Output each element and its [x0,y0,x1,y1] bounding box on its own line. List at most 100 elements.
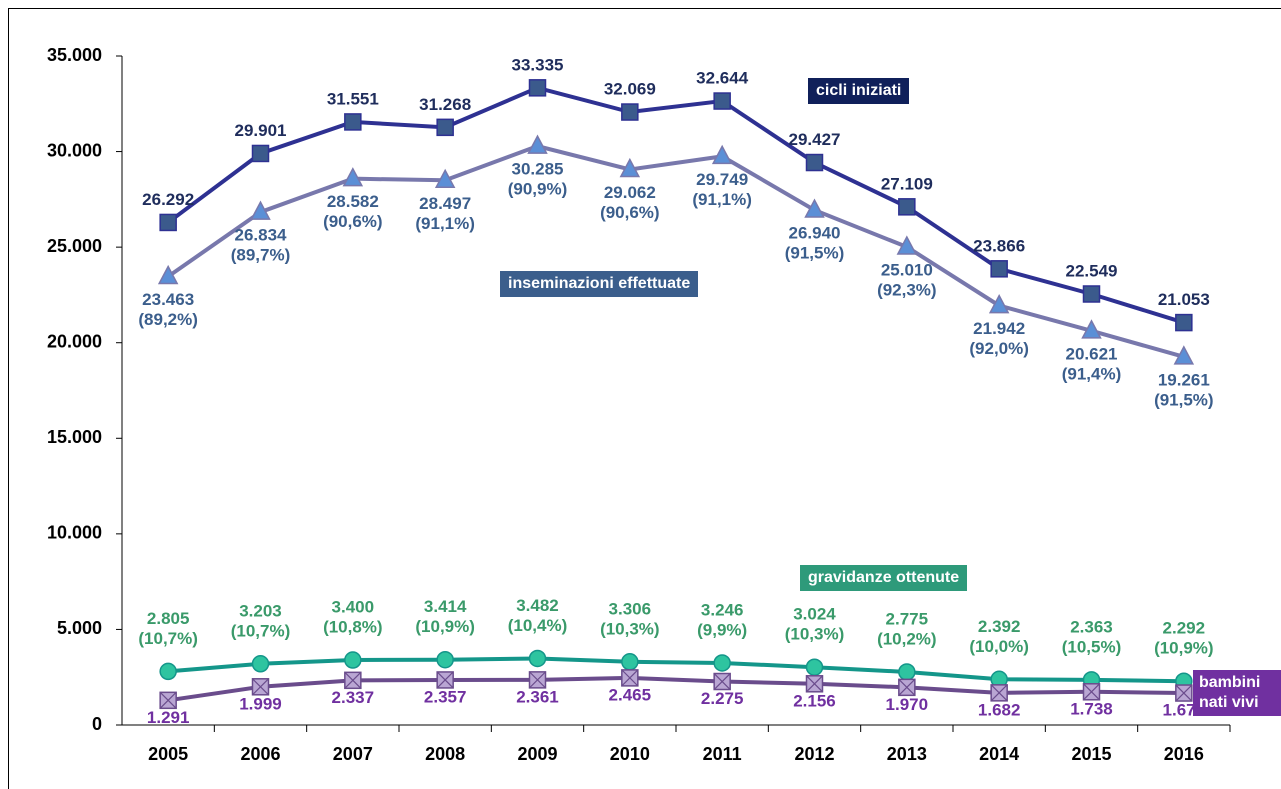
percent-label: (89,2%) [138,310,198,329]
percent-label: (10,7%) [138,629,198,648]
percent-label: (10,4%) [508,616,568,635]
percent-label: (10,8%) [323,617,383,636]
marker [528,649,547,668]
data-label: 2.392 [978,617,1021,636]
data-label: 26.292 [142,190,194,209]
percent-label: (90,9%) [508,180,568,199]
x-tick-label: 2008 [425,744,465,764]
percent-label: (10,9%) [415,617,475,636]
marker [250,200,271,220]
y-tick-label: 30.000 [47,140,102,160]
marker [251,144,270,163]
data-label: 29.062 [604,183,656,202]
data-label: 27.109 [881,174,933,193]
data-label: 33.335 [512,55,564,74]
marker-cross [806,675,823,693]
percent-label: (10,7%) [231,621,291,640]
data-label: 21.942 [973,319,1025,338]
marker [344,651,362,669]
data-label: 1.291 [147,708,190,727]
marker [621,103,639,121]
marker [342,167,364,187]
marker [621,653,639,671]
series-line [167,144,1185,359]
data-label: 23.463 [142,290,194,309]
series-name-box: cicli iniziati [808,78,910,104]
marker [804,198,825,218]
marker [805,153,824,172]
marker-cross [1175,684,1193,702]
x-tick-label: 2009 [517,744,557,764]
data-label: 21.053 [1158,290,1210,309]
data-label: 26.834 [235,226,288,245]
data-label: 2.361 [516,687,559,706]
marker [528,79,547,97]
marker [157,264,179,285]
data-label: 1.970 [886,695,929,714]
marker-cross [713,673,731,690]
data-label: 1.738 [1070,699,1113,718]
marker-cross [252,678,269,696]
marker [898,663,916,681]
data-label: 1.682 [978,700,1021,719]
data-label: 2.775 [886,609,929,628]
data-label: 3.482 [516,596,559,615]
series-line [167,675,1184,703]
marker [990,260,1008,278]
data-label: 20.621 [1066,344,1118,363]
data-label: 32.644 [696,69,749,88]
marker [713,654,731,672]
series-name-box: bambini nati vivi [1193,670,1281,716]
data-label: 31.551 [327,89,379,108]
percent-label: (92,3%) [877,280,937,299]
marker-cross [436,671,454,689]
data-label: 2.357 [424,687,467,706]
marker-cross [621,669,639,687]
marker [251,655,270,673]
marker [436,650,454,669]
series-line [168,656,1184,684]
data-label: 25.010 [881,260,933,279]
x-tick-label: 2005 [148,744,188,764]
percent-label: (10,0%) [969,637,1029,656]
marker [896,235,918,255]
percent-label: (91,4%) [1062,364,1122,383]
marker [436,118,454,137]
x-tick-label: 2016 [1164,744,1204,764]
data-label: 3.203 [239,601,282,620]
percent-label: (90,6%) [600,203,660,222]
y-tick-label: 20.000 [47,331,102,351]
percent-label: (90,6%) [323,212,383,231]
percent-label: (10,5%) [1062,637,1122,656]
data-label: 31.268 [419,95,471,114]
data-label: 19.261 [1158,370,1210,389]
data-label: 2.805 [147,609,190,628]
data-label: 3.246 [701,600,744,619]
frame [8,8,1281,789]
marker [1081,319,1102,339]
y-tick-label: 25.000 [47,236,102,256]
marker [434,168,456,189]
series-name-box: inseminazioni effettuate [500,271,699,297]
data-label: 2.465 [609,685,652,704]
y-tick-label: 0 [92,714,102,734]
marker-cross [159,691,177,709]
marker-cross [898,678,916,696]
marker [344,113,362,131]
percent-label: (92,0%) [969,339,1029,358]
marker-cross [990,684,1008,702]
percent-label: (9,9%) [697,620,747,639]
data-label: 29.427 [789,130,841,149]
data-label: 1.999 [239,694,282,713]
x-tick-label: 2011 [703,744,742,764]
marker [711,144,733,165]
percent-label: (10,2%) [877,629,937,648]
data-label: 26.940 [789,224,841,243]
marker [159,662,177,681]
marker-cross [1083,683,1100,701]
series-name-box: gravidanze ottenute [800,565,968,591]
data-label: 2.156 [793,691,836,710]
data-label: 29.901 [235,121,287,140]
